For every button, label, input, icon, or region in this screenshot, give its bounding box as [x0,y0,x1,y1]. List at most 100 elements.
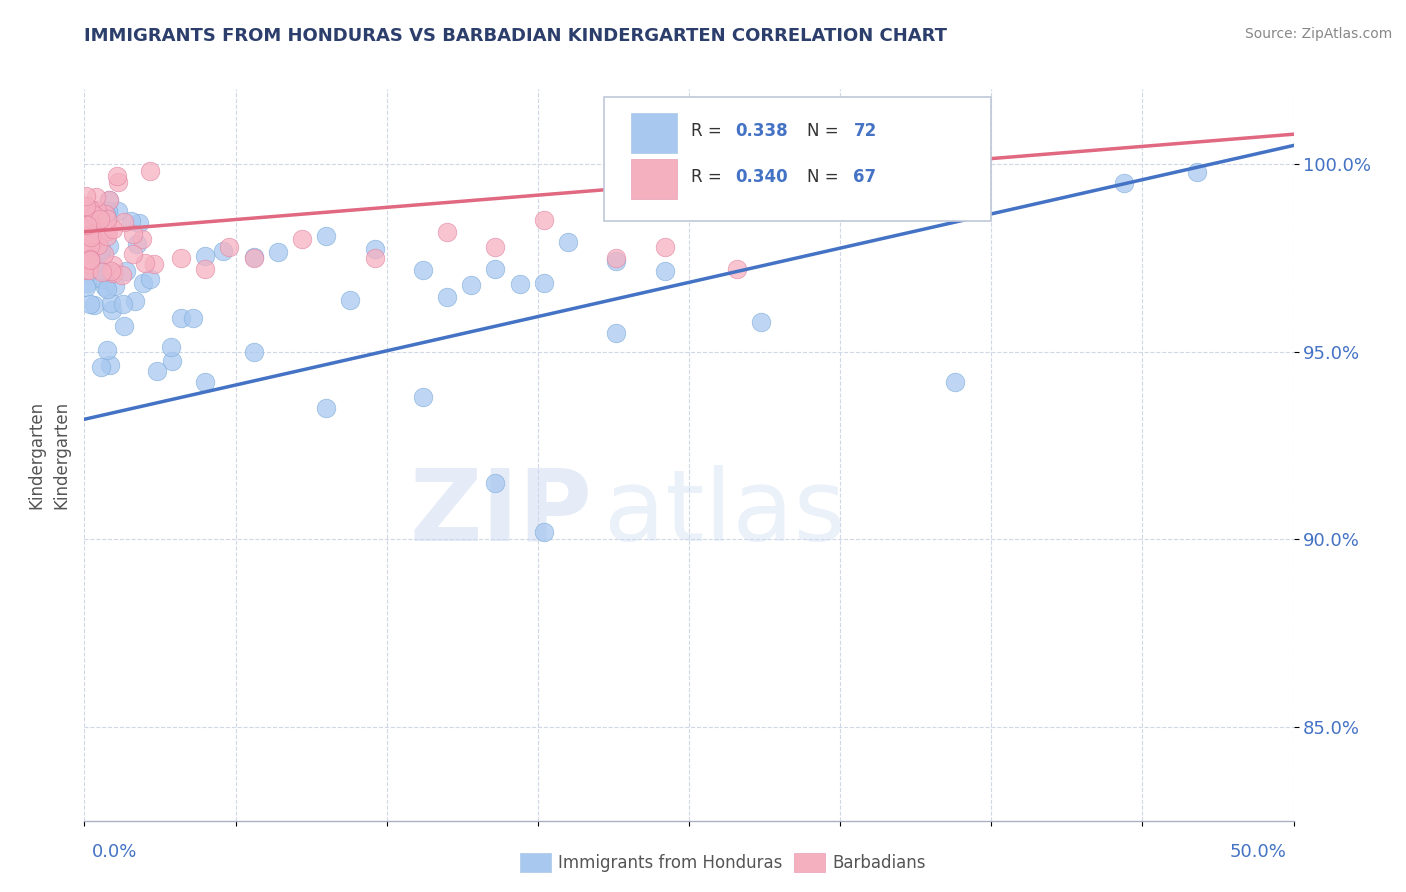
Point [533,276,555,290]
Point [89,211,111,226]
Point [76,227,98,241]
Point [291,232,314,246]
Point [170,251,193,265]
Point [76,277,98,291]
Point [82,205,104,219]
Point [73,246,96,260]
Text: N =: N = [807,168,845,186]
Text: 72: 72 [853,122,876,140]
Point [79,252,101,267]
Point [83,298,105,312]
Point [93,247,115,261]
Point [170,311,193,326]
Point [75,209,97,223]
Point [79,257,101,271]
FancyBboxPatch shape [605,96,991,221]
Point [315,229,337,244]
Point [194,262,217,277]
Point [79,252,101,267]
Point [97,204,120,219]
Point [132,276,155,290]
Point [943,375,966,389]
Text: Kindergarten: Kindergarten [27,401,45,509]
Point [134,256,156,270]
Point [218,240,240,254]
Point [79,238,101,252]
Text: R =: R = [692,122,727,140]
Point [84,190,107,204]
Point [89,262,111,277]
Point [94,207,117,221]
Point [146,363,169,377]
Point [557,235,579,250]
Point [112,215,135,229]
Point [124,293,146,308]
Point [73,262,96,277]
Point [436,290,458,304]
Point [103,258,125,272]
Text: 50.0%: 50.0% [1230,843,1286,861]
Point [76,218,98,232]
Point [211,244,233,258]
Point [654,264,676,278]
Point [112,297,135,311]
Text: Barbadians: Barbadians [832,854,927,871]
Point [654,240,676,254]
Point [83,208,105,222]
Point [103,266,125,280]
Point [363,251,385,265]
Point [339,293,361,307]
Point [605,326,627,340]
Bar [631,159,676,199]
Point [1114,176,1136,190]
Point [101,303,124,318]
Point [131,232,153,246]
Point [86,227,108,241]
Point [100,295,122,310]
Point [127,236,149,251]
Point [122,247,145,261]
Point [91,226,114,240]
Y-axis label: Kindergarten: Kindergarten [52,401,70,509]
Point [90,359,112,374]
Point [96,265,118,279]
Point [484,476,506,491]
Text: 67: 67 [853,168,876,186]
Point [90,272,112,286]
Point [142,257,165,271]
Point [98,358,121,372]
Text: R =: R = [692,168,727,186]
Point [80,244,103,258]
Point [533,524,555,539]
Bar [631,112,676,153]
Point [160,354,183,368]
Point [79,202,101,216]
Point [90,245,112,260]
Point [605,254,627,268]
Point [363,242,385,256]
Point [315,401,337,415]
Point [412,390,434,404]
Point [79,297,101,311]
Point [605,251,627,265]
Point [97,223,120,237]
Point [84,233,107,247]
Text: atlas: atlas [605,465,846,562]
Point [242,251,264,265]
Point [484,240,506,254]
Point [96,212,118,227]
Text: 0.338: 0.338 [735,122,787,140]
Point [82,228,104,243]
Point [75,228,97,243]
Point [139,272,162,286]
Point [194,249,217,263]
Point [751,315,773,329]
Text: IMMIGRANTS FROM HONDURAS VS BARBADIAN KINDERGARTEN CORRELATION CHART: IMMIGRANTS FROM HONDURAS VS BARBADIAN KI… [84,27,948,45]
Point [79,230,101,244]
Text: ZIP: ZIP [409,465,592,562]
Point [75,280,97,294]
Point [111,268,134,282]
Point [436,225,458,239]
Point [101,222,124,236]
Point [73,199,96,213]
